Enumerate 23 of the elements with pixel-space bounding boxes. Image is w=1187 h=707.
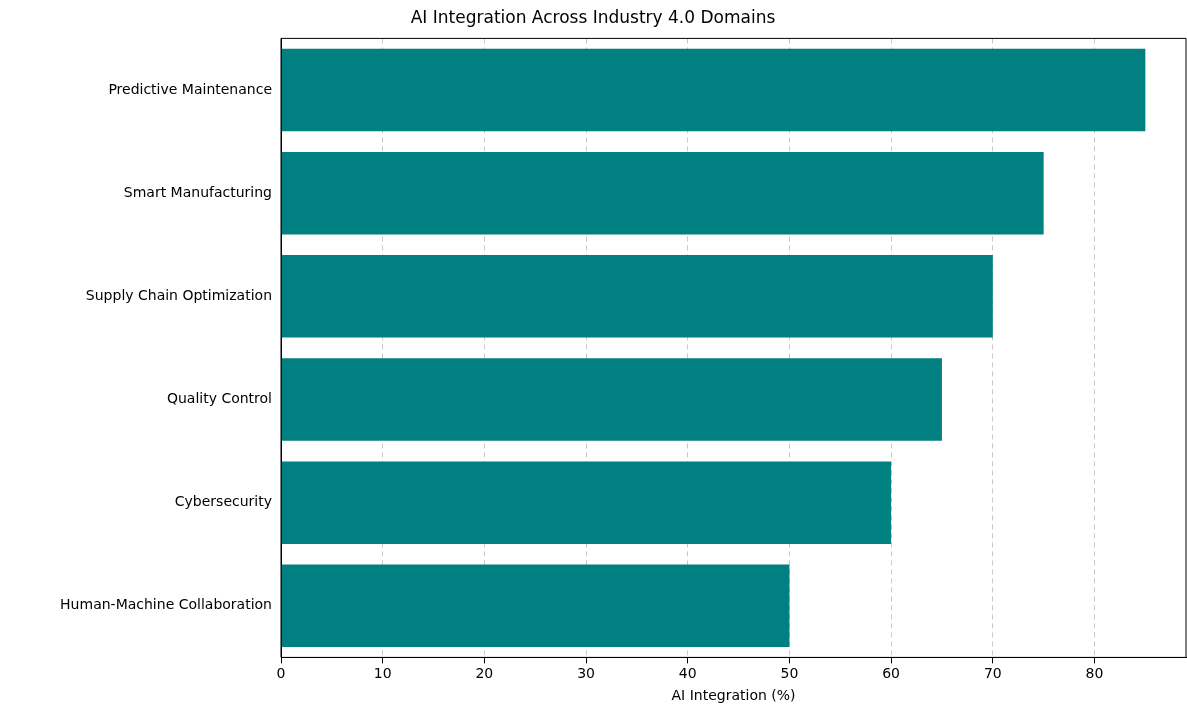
y-tick-label: Smart Manufacturing [123,183,272,200]
y-tick-label: Predictive Maintenance [108,80,272,97]
x-tick-label: 20 [475,665,494,682]
x-axis-title: AI Integration (%) [671,687,796,704]
bar [281,564,790,648]
x-tick-label: 10 [373,665,392,682]
bar [281,48,1146,132]
bar [281,151,1044,235]
y-tick-label: Human-Machine Collaboration [60,596,272,613]
y-tick-label: Quality Control [166,390,272,407]
x-tick-label: 0 [276,665,286,682]
x-tick-label: 40 [678,665,697,682]
bar [281,461,892,544]
x-tick-label: 80 [1085,665,1104,682]
y-tick-label: Cybersecurity [174,493,272,510]
x-tick-label: 30 [577,665,595,682]
x-tick-label: 70 [983,665,1002,682]
x-tick-label: 60 [882,665,901,682]
bar [281,255,993,338]
bar [281,358,942,441]
chart-title: AI Integration Across Industry 4.0 Domains [410,6,776,27]
y-tick-label: Supply Chain Optimization [85,286,272,303]
x-tick-label: 50 [780,665,799,682]
